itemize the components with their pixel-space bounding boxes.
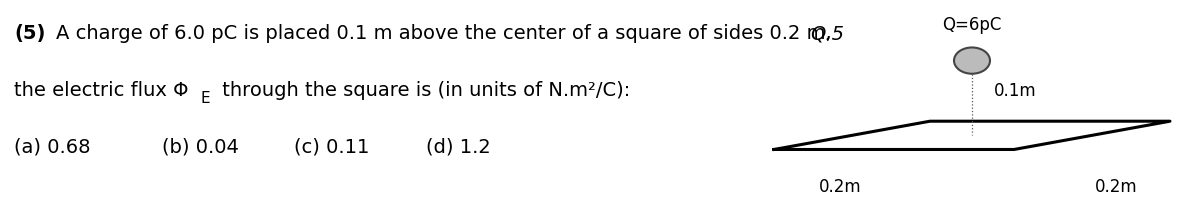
Text: E: E <box>200 91 210 106</box>
Text: 0.2m: 0.2m <box>818 178 862 196</box>
Text: (b) 0.04: (b) 0.04 <box>162 137 239 156</box>
Text: A charge of 6.0 pC is placed 0.1 m above the center of a square of sides 0.2 m,: A charge of 6.0 pC is placed 0.1 m above… <box>56 24 832 43</box>
Text: the electric flux Φ: the electric flux Φ <box>14 81 188 100</box>
Ellipse shape <box>954 47 990 74</box>
Text: (c) 0.11: (c) 0.11 <box>294 137 370 156</box>
Text: (d) 1.2: (d) 1.2 <box>426 137 491 156</box>
Text: 0.1m: 0.1m <box>994 82 1037 100</box>
Text: (5): (5) <box>14 24 46 43</box>
Text: Q=6pC: Q=6pC <box>942 16 1002 34</box>
Text: Q.5: Q.5 <box>810 24 844 43</box>
Text: 0.2m: 0.2m <box>1094 178 1138 196</box>
Text: through the square is (in units of N.m²/C):: through the square is (in units of N.m²/… <box>216 81 630 100</box>
Text: (a) 0.68: (a) 0.68 <box>14 137 91 156</box>
